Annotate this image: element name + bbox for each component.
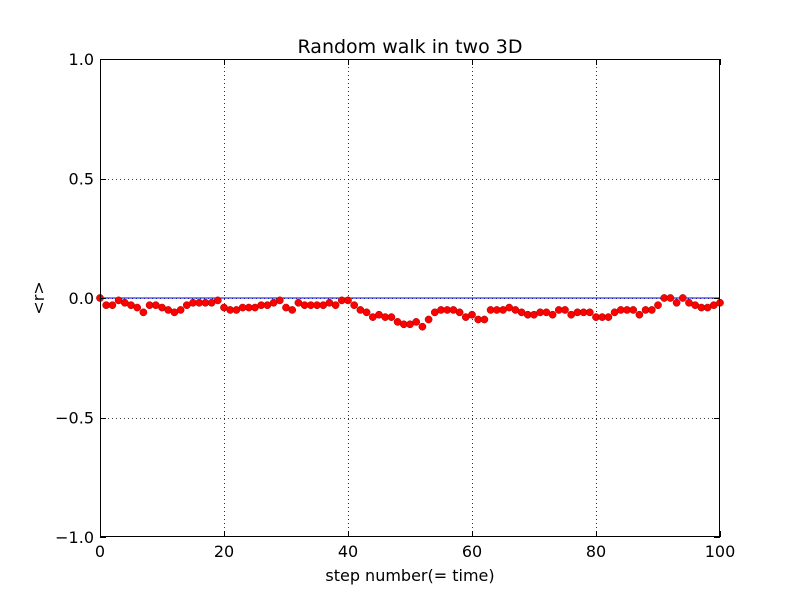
data-point [468, 310, 476, 319]
x-axis-label: step number(= time) [325, 566, 494, 585]
data-point [418, 322, 427, 331]
data-point [412, 318, 421, 326]
data-point [635, 310, 644, 319]
data-point [139, 308, 148, 317]
data-point [213, 296, 222, 305]
data-point [455, 308, 464, 317]
data-point [176, 306, 185, 314]
data-point [133, 303, 142, 312]
data-point [548, 310, 557, 319]
ticks: 0 20 40 60 80 100 −1.0 −0.5 0.0 0.5 1.0 [55, 50, 735, 561]
data-points [96, 294, 724, 331]
y-tick-label: 1.0 [69, 50, 94, 69]
x-tick-label: 20 [214, 542, 234, 561]
data-point [666, 294, 675, 302]
data-point [424, 315, 433, 324]
data-point [350, 301, 359, 310]
data-point [331, 301, 340, 310]
data-point [561, 306, 569, 314]
x-tick-label: 40 [338, 542, 358, 561]
y-tick-label: −0.5 [55, 409, 94, 428]
data-point [362, 308, 371, 317]
data-point [672, 298, 681, 307]
y-tick-label: 0.0 [69, 289, 94, 308]
x-tick-label: 80 [586, 542, 606, 561]
data-point [108, 301, 117, 310]
data-point [629, 306, 638, 314]
x-tick-label: 100 [705, 542, 736, 561]
data-point [344, 296, 352, 305]
data-point [288, 306, 297, 314]
x-tick-label: 60 [462, 542, 482, 561]
data-point [585, 308, 594, 317]
data-point [647, 306, 656, 314]
data-point [480, 315, 489, 324]
data-point [604, 313, 613, 321]
data-point [678, 294, 687, 302]
y-axis-label: <r> [29, 281, 48, 314]
data-point [387, 313, 396, 321]
data-point [275, 296, 284, 305]
data-point [654, 301, 662, 310]
x-tick-label: 0 [95, 542, 105, 561]
chart-title: Random walk in two 3D [298, 36, 523, 58]
y-tick-label: 0.5 [69, 170, 94, 189]
y-tick-label: −1.0 [55, 528, 94, 547]
